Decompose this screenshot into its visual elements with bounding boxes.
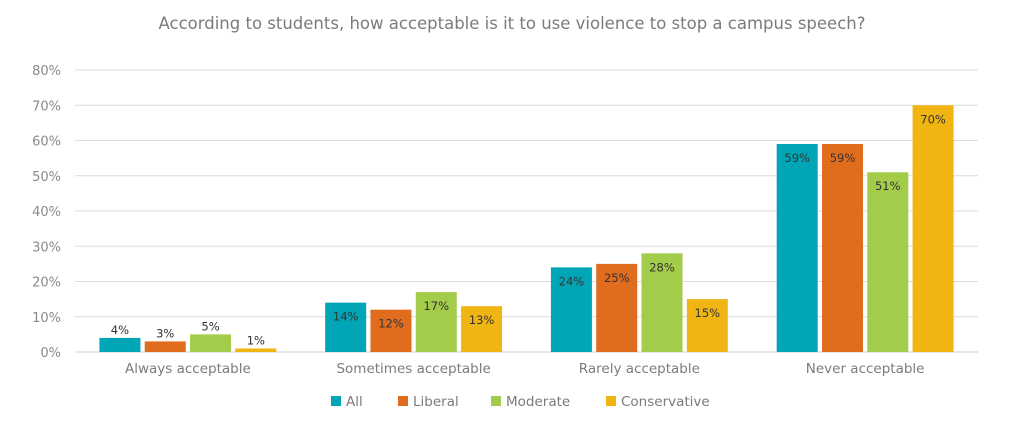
data-label: 59% xyxy=(830,151,856,165)
data-label: 24% xyxy=(559,274,585,288)
bar-liberal xyxy=(596,263,638,352)
y-tick-label: 10% xyxy=(32,311,61,326)
bar-moderate xyxy=(641,253,683,352)
x-category-label: Always acceptable xyxy=(125,361,251,377)
data-label: 13% xyxy=(469,313,495,327)
data-label: 12% xyxy=(378,317,404,331)
x-category-label: Never acceptable xyxy=(806,361,925,377)
y-tick-label: 0% xyxy=(40,346,61,361)
data-label: 51% xyxy=(875,179,901,193)
data-label: 4% xyxy=(111,323,129,337)
y-tick-label: 30% xyxy=(32,240,61,255)
legend-label: Conservative xyxy=(621,394,710,410)
legend-swatch-moderate xyxy=(491,396,501,406)
chart-title: According to students, how acceptable is… xyxy=(158,14,866,33)
bar-liberal xyxy=(370,309,412,352)
bar-all xyxy=(99,337,141,352)
bar-conservative xyxy=(686,299,728,352)
legend-label: Moderate xyxy=(506,394,570,410)
bar-moderate xyxy=(415,292,457,352)
bar-liberal xyxy=(821,144,863,352)
bar-all xyxy=(325,302,367,352)
data-label: 17% xyxy=(423,299,449,313)
bar-all xyxy=(550,267,592,352)
bar-all xyxy=(776,144,818,352)
bar-liberal xyxy=(144,341,186,352)
y-tick-label: 50% xyxy=(32,170,61,185)
data-label: 25% xyxy=(604,271,630,285)
data-label: 3% xyxy=(156,326,174,340)
y-tick-label: 40% xyxy=(32,205,61,220)
bar-conservative xyxy=(912,105,954,352)
data-label: 14% xyxy=(333,310,359,324)
legend-swatch-conservative xyxy=(606,396,616,406)
bar-conservative xyxy=(461,306,503,352)
legend-label: All xyxy=(346,394,363,410)
data-label: 1% xyxy=(247,333,265,347)
y-tick-label: 60% xyxy=(32,135,61,150)
bar-moderate xyxy=(190,334,232,352)
data-label: 15% xyxy=(695,306,721,320)
y-tick-label: 80% xyxy=(32,64,61,79)
data-label: 70% xyxy=(920,112,946,126)
legend-swatch-liberal xyxy=(398,396,408,406)
legend-label: Liberal xyxy=(413,394,459,410)
x-category-label: Rarely acceptable xyxy=(579,361,700,377)
x-category-label: Sometimes acceptable xyxy=(336,361,490,377)
data-label: 28% xyxy=(649,260,675,274)
bar-moderate xyxy=(867,172,909,352)
legend-swatch-all xyxy=(331,396,341,406)
data-label: 59% xyxy=(784,151,810,165)
data-label: 5% xyxy=(201,319,219,333)
y-tick-label: 20% xyxy=(32,276,61,291)
y-tick-label: 70% xyxy=(32,99,61,114)
bar-conservative xyxy=(235,348,277,352)
